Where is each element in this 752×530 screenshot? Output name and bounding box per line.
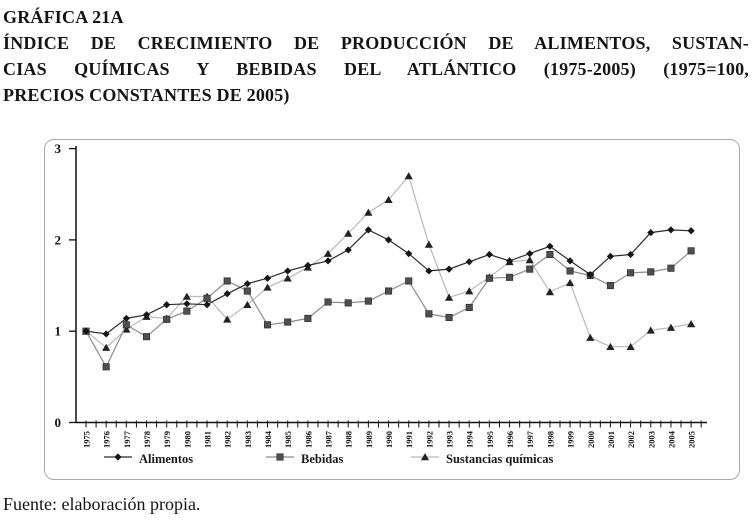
figure-title-line-3: PRECIOS CONSTANTES DE 2005) xyxy=(3,85,290,105)
x-axis-tick-label: 1992 xyxy=(424,431,434,448)
legend-label-sustancias-quimicas: Sustancias químicas xyxy=(446,452,554,466)
x-axis-tick-label: 1995 xyxy=(485,431,495,448)
x-axis-tick-label: 2002 xyxy=(626,431,636,448)
legend-label-alimentos: Alimentos xyxy=(139,452,194,466)
x-axis-tick-label: 1977 xyxy=(122,430,132,448)
diamond-marker-icon xyxy=(103,453,133,465)
chart-legend: Alimentos Bebidas Sustancias químicas xyxy=(45,452,739,474)
x-axis-tick-label: 1989 xyxy=(364,431,374,448)
x-axis-tick-label: 1976 xyxy=(102,431,112,448)
x-axis-tick-label: 2004 xyxy=(666,430,676,448)
x-axis-tick-label: 1987 xyxy=(324,430,334,448)
x-axis-tick-label: 1988 xyxy=(344,431,354,448)
x-axis-tick-label: 1984 xyxy=(263,430,273,448)
x-axis-tick-label: 1983 xyxy=(243,431,253,448)
legend-item-bebidas: Bebidas xyxy=(265,452,343,467)
triangle-marker-icon xyxy=(410,453,440,465)
x-axis-tick-label: 1994 xyxy=(465,430,475,448)
x-axis-tick-label: 1981 xyxy=(203,431,213,448)
y-axis-tick-label: 2 xyxy=(55,232,62,247)
x-axis-tick-label: 2001 xyxy=(606,431,616,448)
x-axis-tick-label: 1982 xyxy=(223,431,233,448)
y-axis-tick-label: 3 xyxy=(55,141,62,156)
x-axis-tick-label: 1991 xyxy=(404,431,414,448)
chart-area: 0 1 2 3 1975 1976 1977 1978 1979 1980 1981 1982 1983… xyxy=(44,139,740,480)
x-axis-tick-label: 1998 xyxy=(545,431,555,448)
y-axis-tick-label: 1 xyxy=(55,324,62,339)
legend-item-sustancias-quimicas: Sustancias químicas xyxy=(410,452,553,467)
x-axis-tick-label: 1990 xyxy=(384,431,394,448)
square-marker-icon xyxy=(265,453,295,465)
figure-title-line-2: CIAS QUÍMICAS Y BEBIDAS DEL ATLÁNTICO (1… xyxy=(3,59,749,79)
x-axis-tick-label: 2000 xyxy=(586,431,596,448)
x-axis-tick-label: 1978 xyxy=(142,431,152,448)
x-axis-tick-label: 1986 xyxy=(303,431,313,448)
legend-label-bebidas: Bebidas xyxy=(301,452,344,466)
x-axis-labels: 1975 1976 1977 1978 1979 1980 1981 1982 1983 1984… xyxy=(82,430,697,448)
x-axis-tick-label: 1979 xyxy=(162,431,172,448)
legend-item-alimentos: Alimentos xyxy=(103,452,193,467)
x-axis-tick-label: 1980 xyxy=(182,431,192,448)
x-axis-tick-label: 1993 xyxy=(445,431,455,448)
x-axis-tick-label: 1999 xyxy=(566,431,576,448)
source-note: Fuente: elaboración propia. xyxy=(3,494,201,514)
x-axis-tick-label: 1997 xyxy=(525,430,535,448)
figure-number: GRÁFICA 21A xyxy=(3,7,124,27)
x-axis-tick-label: 1975 xyxy=(82,431,92,448)
x-axis-tick-label: 2003 xyxy=(646,431,656,448)
series-bebidas xyxy=(82,247,695,371)
series-sustancias-quimicas xyxy=(81,172,696,351)
x-axis-tick-label: 2005 xyxy=(687,431,697,448)
axes: 0 1 2 3 xyxy=(55,141,707,430)
y-axis-tick-label: 0 xyxy=(55,415,62,430)
x-axis-tick-label: 1985 xyxy=(283,431,293,448)
x-axis-tick-label: 1996 xyxy=(505,431,515,448)
production-index-line-chart: 0 1 2 3 1975 1976 1977 1978 1979 1980 1981 1982 1983… xyxy=(55,141,707,448)
figure-title: GRÁFICA 21A ÍNDICE DE CRECIMIENTO DE PRO… xyxy=(3,4,749,108)
figure-title-line-1: ÍNDICE DE CRECIMIENTO DE PRODUCCIÓN DE A… xyxy=(3,33,749,53)
